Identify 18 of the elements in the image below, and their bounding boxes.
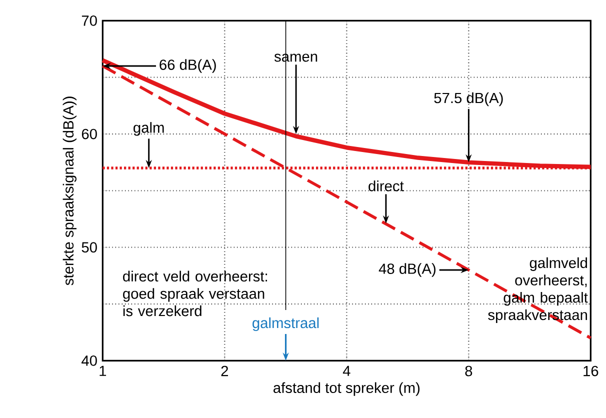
y-tick-label: 60 [82,128,97,140]
x-tick-label: 4 [342,366,350,376]
annotation: 57.5 dB(A) [434,92,503,106]
y-tick-label: 70 [82,15,97,26]
y-tick-label: 50 [82,242,97,253]
x-tick-label: 8 [465,366,472,376]
annotation: 48 dB(A) [378,263,436,277]
annotation: direct [368,180,404,192]
y-axis-title: sterkte spraaksignaal (dB(A)) [62,96,76,286]
x-tick-label: 2 [221,366,228,376]
annotation: galm [134,122,164,136]
x-tick-label: 16 [584,366,598,376]
y-tick-label: 40 [82,355,97,366]
annotation: 66 dB(A) [160,59,216,73]
ref-line-label: galmstraal [252,317,319,332]
x-tick-label: 1 [100,366,106,376]
annotation: direct veld overheerst: goed spraak verstaan is verzekerd [123,270,267,316]
x-axis-title: afstand tot spreker (m) [274,382,420,396]
